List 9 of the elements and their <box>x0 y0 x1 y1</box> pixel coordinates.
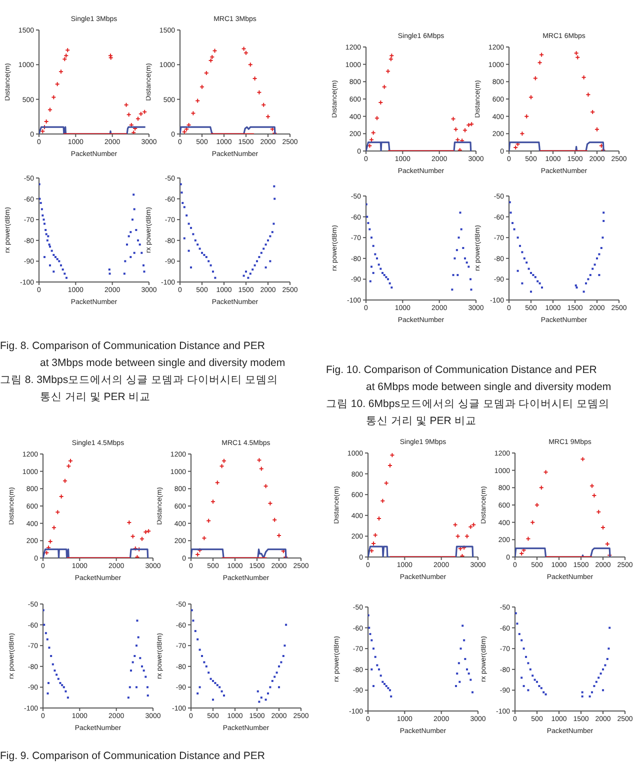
caption: Fig. 10. Comparison of Communication Distance and PER <box>326 363 598 378</box>
caption: 그림 8. 3Mbps모드에서의 싱글 모뎀과 다이버시티 모뎀의 <box>0 373 279 388</box>
text: at 6Mbps mode between single and diversity modem <box>365 380 612 395</box>
caption: Fig. 8. Comparison of Communication Distance and PER <box>0 339 266 354</box>
caption: Fig. 9. Comparison of Communication Distance and PER <box>0 749 266 764</box>
text: 통신 거리 및 PER 비교 <box>365 414 478 429</box>
caption: 그림 10. 6Mbps모드에서의 싱글 모뎀과 다이버시티 모뎀의 <box>326 397 611 412</box>
text: at 3Mbps mode between single and diversity modem <box>39 356 286 371</box>
text: 통신 거리 및 PER 비교 <box>39 390 152 405</box>
